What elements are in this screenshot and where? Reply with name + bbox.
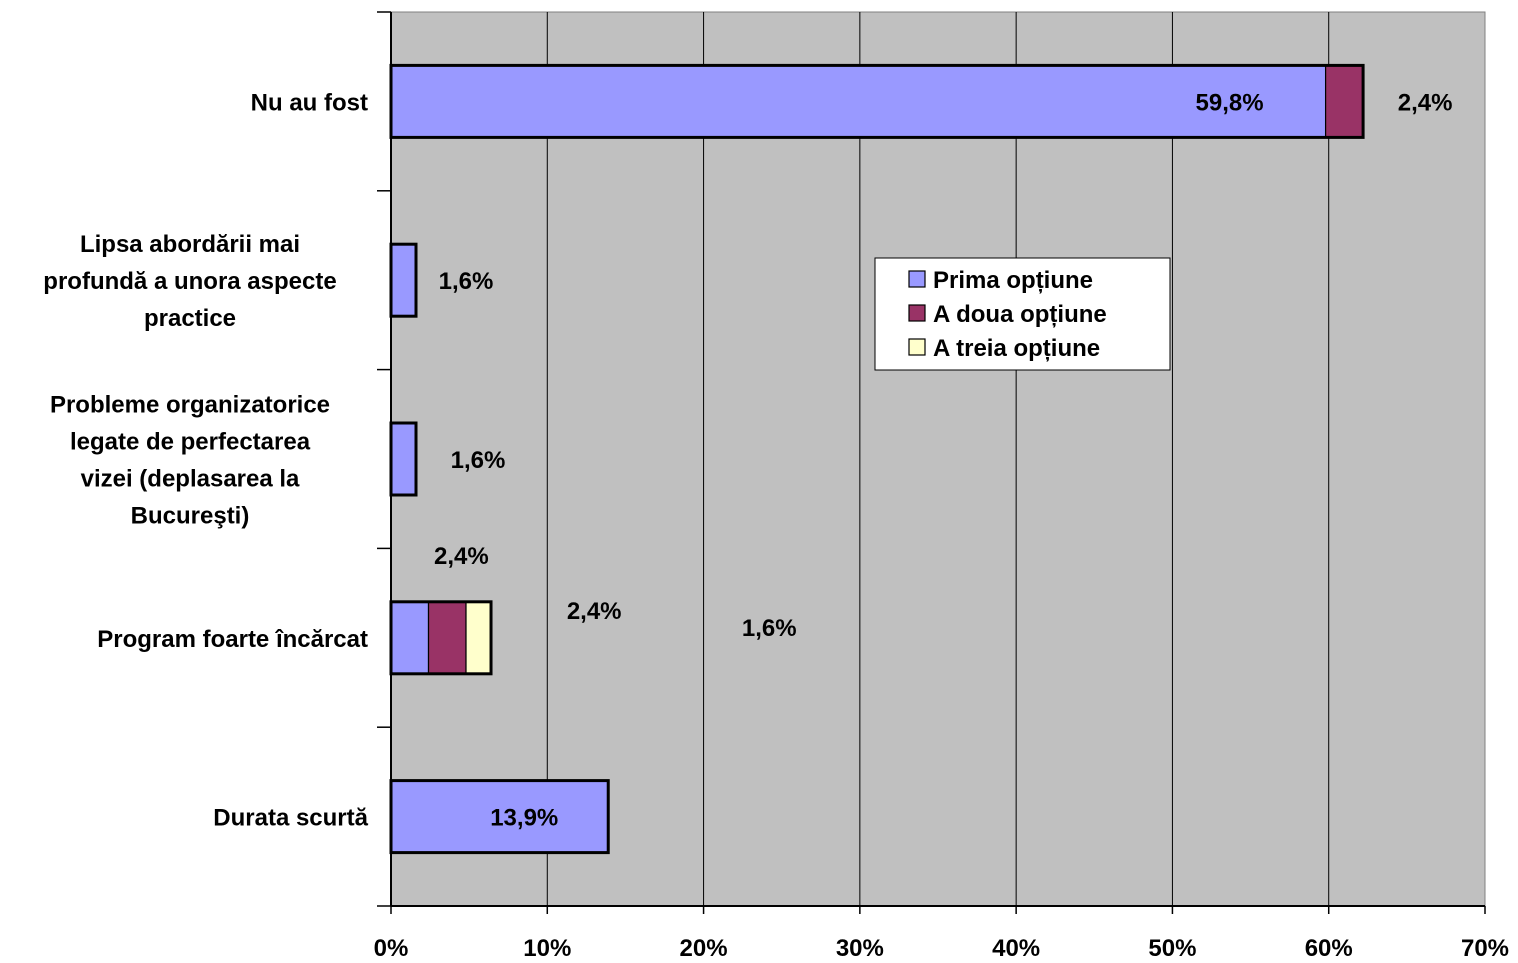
data-label: 2,4% (434, 543, 489, 570)
category-label: practice (144, 305, 236, 332)
data-label: 2,4% (567, 598, 622, 625)
category-label: Program foarte încărcat (97, 626, 368, 653)
category-label: Bucureşti) (131, 503, 250, 530)
legend-swatch (908, 270, 926, 288)
bar-segment (465, 601, 492, 675)
x-tick-label: 0% (374, 935, 409, 962)
category-label: vizei (deplasarea la (81, 466, 300, 493)
data-label: 1,6% (439, 268, 494, 295)
data-label: 13,9% (490, 805, 558, 832)
category-label: legate de perfectarea (70, 429, 311, 456)
data-label: 1,6% (451, 447, 506, 474)
data-label: 59,8% (1196, 89, 1264, 116)
bar-segment (390, 779, 609, 854)
bar-segment (390, 243, 417, 317)
bar-segment (427, 601, 467, 675)
x-tick-label: 20% (680, 935, 728, 962)
legend-label: A doua opțiune (933, 301, 1107, 328)
category-label: Nu au fost (251, 89, 368, 116)
x-tick-label: 10% (523, 935, 571, 962)
category-label: profundă a unora aspecte (43, 268, 336, 295)
x-tick-label: 40% (992, 935, 1040, 962)
x-tick-label: 70% (1461, 935, 1509, 962)
data-label: 1,6% (742, 615, 797, 642)
bar-segment (1324, 64, 1364, 139)
plot-area (390, 11, 1486, 907)
bar-segment (390, 601, 430, 675)
legend-label: Prima opțiune (933, 267, 1093, 294)
x-tick-label: 60% (1305, 935, 1353, 962)
legend-swatch (908, 338, 926, 356)
legend-swatch (908, 304, 926, 322)
category-label: Lipsa abordării mai (80, 231, 300, 258)
x-tick-label: 30% (836, 935, 884, 962)
x-tick-label: 50% (1148, 935, 1196, 962)
data-label: 2,4% (1398, 89, 1453, 116)
category-label: Probleme organizatorice (50, 392, 330, 419)
bar-segment (390, 64, 1327, 139)
category-label: Durata scurtă (213, 805, 368, 832)
legend-label: A treia opțiune (933, 335, 1100, 362)
bar-segment (390, 422, 417, 496)
